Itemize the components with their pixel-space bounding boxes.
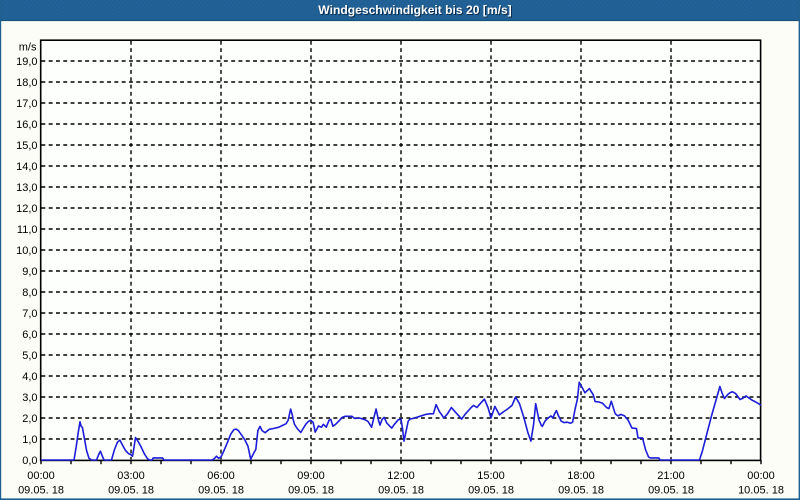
svg-text:6,0: 6,0: [22, 329, 37, 341]
svg-text:09.05. 18: 09.05. 18: [648, 485, 694, 497]
svg-text:15,0: 15,0: [16, 140, 37, 152]
svg-text:Windgeschwindigkeit bis 20 [m/: Windgeschwindigkeit bis 20 [m/s]: [319, 4, 512, 18]
svg-text:21:00: 21:00: [657, 470, 685, 482]
svg-text:7,0: 7,0: [22, 308, 37, 320]
svg-text:5,0: 5,0: [22, 350, 37, 362]
svg-text:12:00: 12:00: [387, 470, 415, 482]
svg-text:06:00: 06:00: [207, 470, 235, 482]
svg-text:12,0: 12,0: [16, 203, 37, 215]
svg-text:1,0: 1,0: [22, 434, 37, 446]
svg-text:15:00: 15:00: [477, 470, 505, 482]
svg-text:09.05. 18: 09.05. 18: [108, 485, 154, 497]
svg-text:10,0: 10,0: [16, 245, 37, 257]
svg-text:2,0: 2,0: [22, 413, 37, 425]
svg-text:m/s: m/s: [19, 42, 37, 54]
svg-text:03:00: 03:00: [117, 470, 145, 482]
svg-text:09.05. 18: 09.05. 18: [198, 485, 244, 497]
svg-text:4,0: 4,0: [22, 371, 37, 383]
svg-text:Windgeschwindigkeit bis 20 [m/: Windgeschwindigkeit bis 20 [m/s]: [318, 3, 511, 17]
svg-text:18,0: 18,0: [16, 77, 37, 89]
svg-text:9,0: 9,0: [22, 266, 37, 278]
svg-text:0,0: 0,0: [22, 455, 37, 467]
svg-text:18:00: 18:00: [567, 470, 595, 482]
svg-text:09.05. 18: 09.05. 18: [378, 485, 424, 497]
svg-text:00:00: 00:00: [27, 470, 55, 482]
svg-text:09:00: 09:00: [297, 470, 325, 482]
svg-text:8,0: 8,0: [22, 287, 37, 299]
svg-text:19,0: 19,0: [16, 56, 37, 68]
svg-text:14,0: 14,0: [16, 161, 37, 173]
svg-text:09.05. 18: 09.05. 18: [558, 485, 604, 497]
svg-text:13,0: 13,0: [16, 182, 37, 194]
svg-text:09.05. 18: 09.05. 18: [468, 485, 514, 497]
svg-text:00:00: 00:00: [747, 470, 775, 482]
svg-text:09.05. 18: 09.05. 18: [288, 485, 334, 497]
svg-text:10.05. 18: 10.05. 18: [738, 485, 784, 497]
svg-text:11,0: 11,0: [17, 224, 38, 236]
svg-text:09.05. 18: 09.05. 18: [18, 485, 64, 497]
svg-text:17,0: 17,0: [16, 98, 37, 110]
svg-text:16,0: 16,0: [16, 119, 37, 131]
svg-text:3,0: 3,0: [22, 392, 37, 404]
